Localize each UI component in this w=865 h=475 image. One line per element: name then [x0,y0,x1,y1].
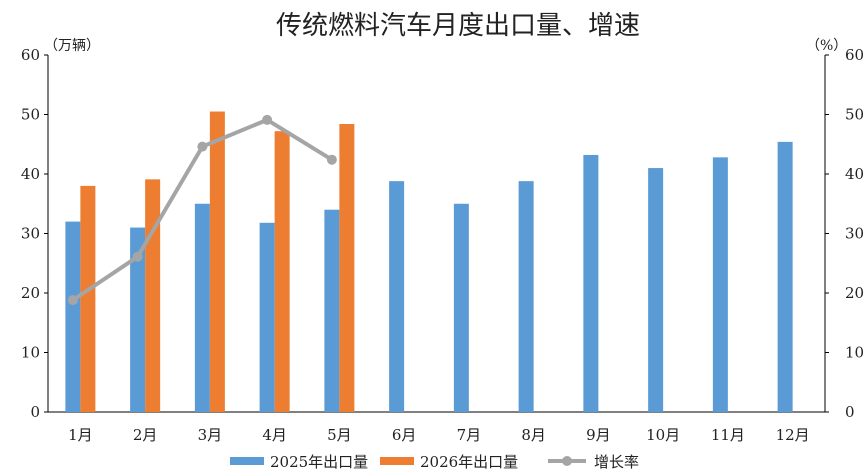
left-y-tick-label: 60 [21,46,40,64]
bar-2025-2 [130,227,146,412]
bar-2025-11 [712,157,728,412]
right-y-tick-label: 40 [845,165,864,183]
legend-swatch-1 [230,457,264,465]
legend-label-3: 增长率 [594,453,639,471]
bar-2026-5 [339,124,355,413]
x-tick-labels: 1月 2月 3月 4月 5月 6月 7月 8月 9月 10月 11月 12月 [68,426,810,444]
left-y-tick-label: 0 [30,403,40,421]
growth-rate-point-5 [326,154,337,165]
left-y-tick-label: 50 [21,106,40,124]
legend-label-2: 2026年出口量 [420,453,518,471]
right-y-tick-label: 50 [845,106,864,124]
x-tick-label: 10月 [646,426,680,444]
chart-title: 传统燃料汽车月度出口量、增速 [276,11,640,41]
bar-2025-5 [324,209,340,412]
bar-2026-3 [209,111,225,413]
x-tick-label: 2月 [133,426,158,444]
x-tick-label: 5月 [327,426,352,444]
right-axis-unit: （%） [806,38,847,54]
x-tick-label: 12月 [776,426,810,444]
bar-2026-4 [274,131,290,412]
legend-swatch-2 [380,457,414,465]
bar-2025-12 [777,141,793,412]
growth-rate-point-4 [262,114,273,125]
left-axis-unit: （万辆） [44,38,100,54]
legend-label-1: 2025年出口量 [270,453,368,471]
bar-2026-2 [145,179,161,412]
right-y-tick-label: 30 [845,225,864,243]
x-tick-label: 11月 [711,426,745,444]
bar-2025-10 [648,168,664,412]
left-y-tick-label: 20 [21,284,40,302]
left-y-tick-label: 30 [21,225,40,243]
bar-2026-1 [80,185,96,412]
x-tick-label: 4月 [262,426,287,444]
left-y-tick-label: 10 [21,344,40,362]
x-tick-label: 8月 [521,426,546,444]
bar-2025-4 [259,222,275,412]
bar-2025-7 [453,203,469,412]
x-tick-label: 3月 [198,426,223,444]
right-y-tick-label: 20 [845,284,864,302]
growth-rate-point-3 [197,141,208,152]
bars-group [65,111,793,413]
x-tick-label: 9月 [586,426,611,444]
growth-line-group [67,114,337,306]
axes: 0 0 10 10 20 20 30 30 40 40 50 50 60 60 [21,46,864,421]
right-y-tick-label: 60 [845,46,864,64]
bar-2025-8 [518,181,534,412]
bar-2025-6 [389,181,405,412]
x-tick-label: 7月 [457,426,482,444]
growth-rate-point-1 [67,295,78,306]
bar-2025-1 [65,221,81,412]
x-tick-label: 1月 [68,426,93,444]
growth-rate-point-2 [132,251,143,262]
legend-swatch-marker [562,456,572,466]
legend: 2025年出口量 2026年出口量 增长率 [230,453,639,471]
x-tick-label: 6月 [392,426,417,444]
bar-2025-3 [194,203,210,412]
bar-2025-9 [583,154,599,412]
right-y-tick-label: 0 [845,403,855,421]
left-y-tick-label: 40 [21,165,40,183]
right-y-tick-label: 10 [845,344,864,362]
